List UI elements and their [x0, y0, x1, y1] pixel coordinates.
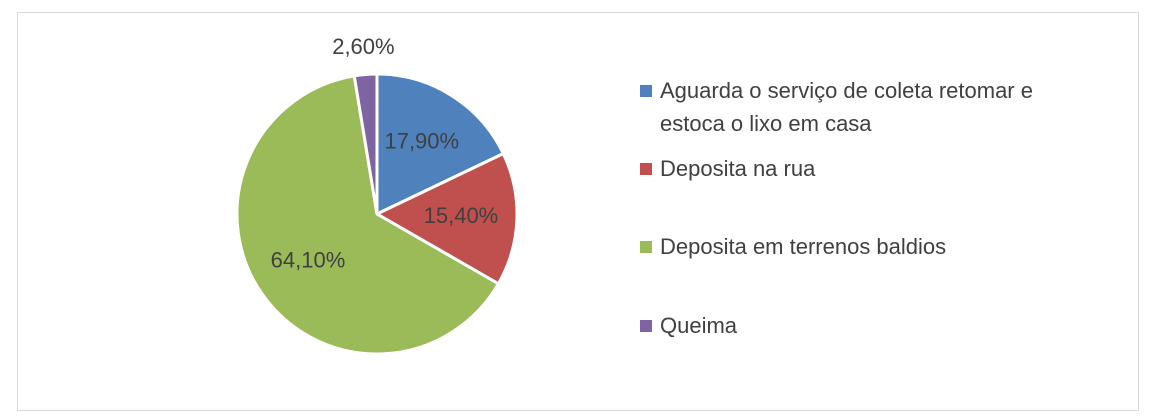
legend-swatch: [640, 320, 652, 332]
data-label: 17,90%: [384, 129, 459, 154]
legend-swatch: [640, 163, 652, 175]
legend-label: Queima: [660, 313, 738, 338]
legend-swatch: [640, 85, 652, 97]
data-label: 15,40%: [424, 203, 499, 228]
legend-item: Deposita em terrenos baldios: [640, 230, 1060, 263]
data-label: 2,60%: [332, 34, 394, 59]
pie-slice: [375, 72, 505, 216]
legend-item: Queima: [640, 309, 1060, 342]
chart-frame: [17, 12, 1139, 411]
legend-swatch: [640, 241, 652, 253]
data-label: 64,10%: [271, 248, 346, 273]
legend-label: Aguarda o serviço de coleta retomar e es…: [660, 78, 1033, 136]
pie-slice: [235, 74, 500, 356]
pie-slice: [352, 72, 379, 216]
legend-label: Deposita na rua: [660, 156, 816, 181]
legend-label: Deposita em terrenos baldios: [660, 234, 947, 259]
legend-item: Deposita na rua: [640, 152, 1060, 185]
legend-item: Aguarda o serviço de coleta retomar e es…: [640, 74, 1060, 140]
pie-slice: [375, 152, 519, 286]
